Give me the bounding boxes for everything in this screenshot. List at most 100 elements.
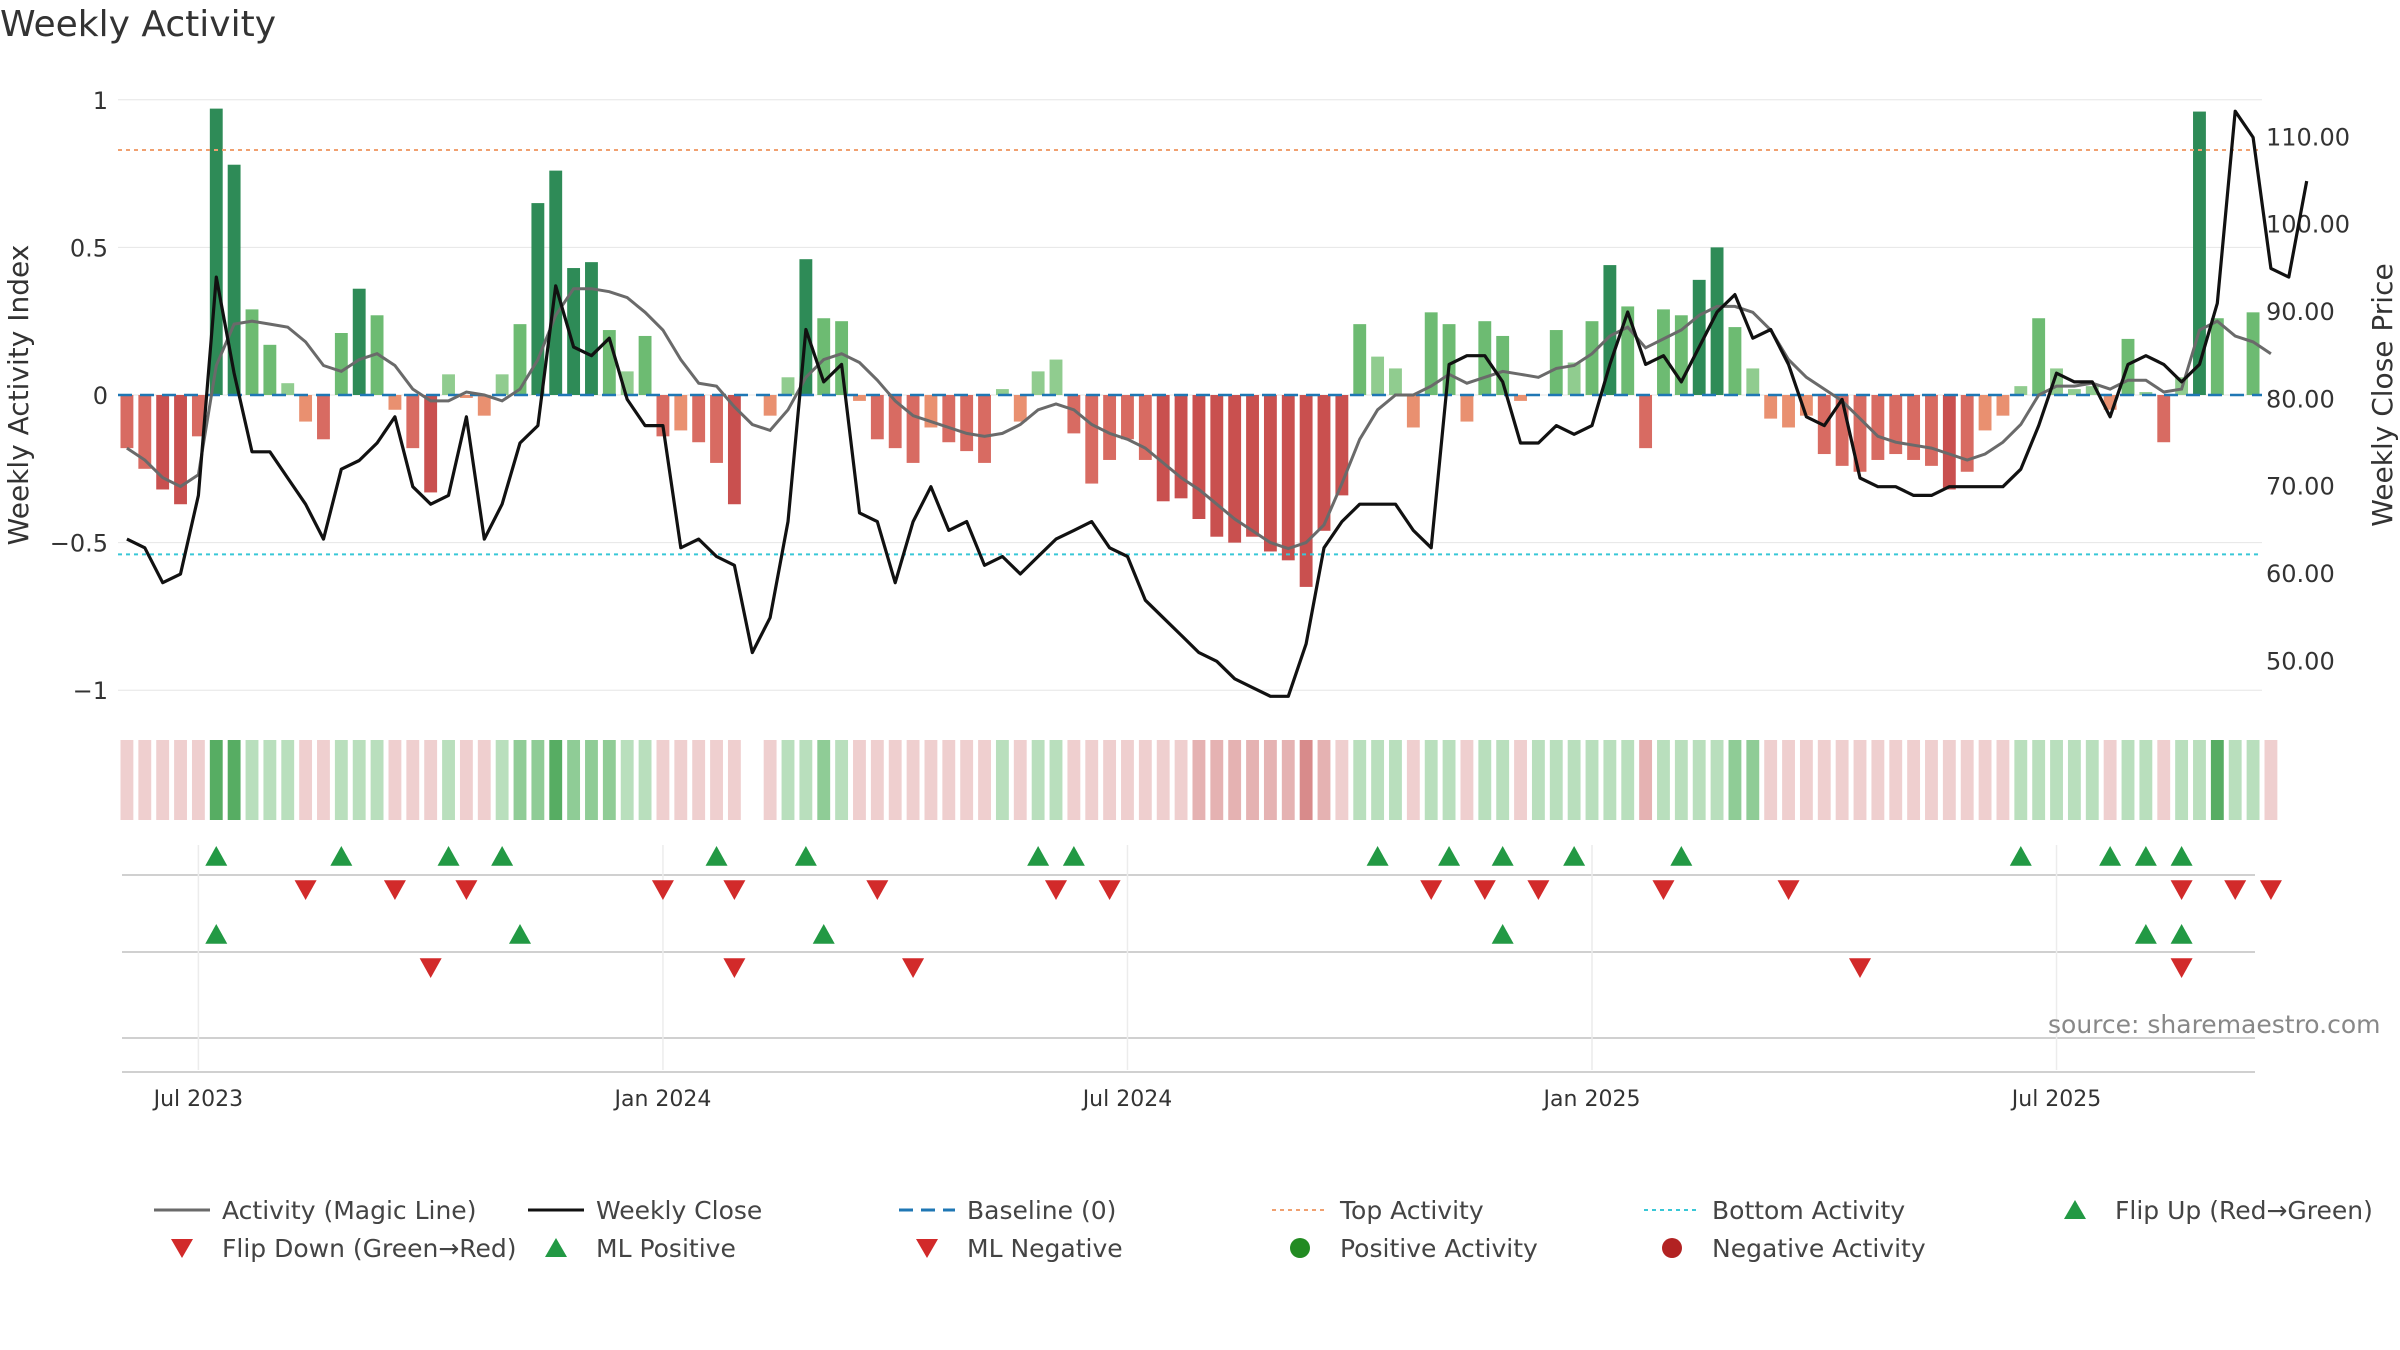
activity-strip-cell: [1210, 740, 1224, 820]
activity-strip-cell: [549, 740, 563, 820]
activity-strip-cell: [227, 740, 241, 820]
activity-strip-cell: [138, 740, 152, 820]
activity-strip-cell: [2246, 740, 2260, 820]
magic-line: [126, 287, 2272, 551]
legend-item-bottom: Bottom Activity: [1640, 1195, 1905, 1225]
activity-strip-cell: [1156, 740, 1170, 820]
activity-bar: [674, 395, 688, 431]
activity-strip-cell: [1907, 740, 1921, 820]
activity-bar: [1710, 247, 1724, 395]
activity-strip-cell: [763, 740, 777, 820]
activity-bar: [763, 395, 777, 416]
activity-bar: [299, 395, 313, 422]
activity-strip-cell: [442, 740, 455, 820]
activity-strip-cell: [2228, 740, 2242, 820]
activity-strip-cell: [317, 740, 330, 820]
ml-positive-marker: [205, 924, 228, 944]
pos-dot-legend-icon: [1290, 1238, 1310, 1258]
flip-down-marker: [723, 880, 746, 900]
flip-up-marker: [1670, 846, 1693, 866]
legend-label: ML Negative: [967, 1233, 1123, 1263]
activity-bar: [2210, 318, 2224, 395]
activity-bar: [120, 395, 134, 449]
y-tick-label: 0: [93, 382, 108, 410]
weekly-close-line: [126, 109, 2309, 698]
activity-strip-cell: [1960, 740, 1974, 820]
ml-negative-marker: [2170, 958, 2193, 978]
activity-strip-cell: [2032, 740, 2046, 820]
activity-strip-cell: [334, 740, 348, 820]
legend-label: Negative Activity: [1712, 1233, 1926, 1263]
legend-label: Bottom Activity: [1712, 1195, 1906, 1225]
activity-bar: [978, 395, 991, 463]
activity-strip-cell: [1353, 740, 1367, 820]
activity-bar: [1603, 265, 1617, 395]
flip-down-marker: [866, 880, 889, 900]
activity-strip-cell: [1049, 740, 1063, 820]
activity-bar: [1567, 362, 1581, 395]
activity-strip-cell: [1728, 740, 1742, 820]
activity-strip-cell: [1281, 740, 1295, 820]
activity-strip-cell: [1746, 740, 1760, 820]
activity-bar: [317, 395, 330, 440]
activity-strip-cell: [1889, 740, 1903, 820]
activity-strip-cell: [799, 740, 813, 820]
legend-item-magic: Activity (Magic Line): [150, 1195, 476, 1225]
legend-item-ml-negative: ML Negative: [895, 1233, 1123, 1263]
activity-strip-cell: [567, 740, 581, 820]
activity-bar: [2193, 111, 2206, 396]
flip-down-marker: [2170, 880, 2193, 900]
activity-strip-cell: [978, 740, 991, 820]
activity-strip-cell: [1299, 740, 1313, 820]
activity-strip-cell: [727, 740, 741, 820]
activity-strip-cell: [1103, 740, 1117, 820]
activity-bar: [424, 395, 438, 493]
activity-strip-cell: [924, 740, 938, 820]
ml-negative-marker: [419, 958, 442, 978]
x-tick-label: Jul 2023: [152, 1087, 244, 1112]
activity-bar: [2032, 318, 2046, 395]
activity-bar: [227, 164, 241, 395]
activity-bar: [406, 395, 420, 449]
activity-strip-cell: [960, 740, 974, 820]
activity-bar: [567, 268, 581, 395]
activity-bar: [2246, 312, 2260, 395]
activity-bar: [853, 395, 866, 401]
activity-bar: [281, 383, 295, 395]
activity-bar: [1692, 279, 1706, 395]
ml-positive-marker: [812, 924, 835, 944]
activity-bar: [1907, 395, 1921, 460]
legend-label: Activity (Magic Line): [222, 1195, 477, 1225]
activity-strip-cell: [2085, 740, 2099, 820]
activity-bar: [1281, 395, 1295, 561]
activity-bar: [156, 395, 170, 490]
activity-strip-cell: [2264, 740, 2278, 820]
activity-strip-cell: [674, 740, 688, 820]
activity-strip-cell: [477, 740, 491, 820]
activity-bar: [727, 395, 741, 505]
y-axis-label: Weekly Activity Index: [2, 245, 35, 546]
activity-strip-cell: [2157, 740, 2171, 820]
flip-down-legend-icon: [171, 1239, 193, 1258]
activity-bar: [1960, 395, 1974, 472]
activity-strip-cell: [299, 740, 313, 820]
activity-strip-cell: [1710, 740, 1724, 820]
activity-bar: [1406, 395, 1420, 428]
activity-strip-cell: [656, 740, 670, 820]
activity-strip-cell: [156, 740, 170, 820]
y2-tick-label: 80.00: [2266, 385, 2335, 413]
y-tick-label: 0.5: [70, 234, 108, 262]
activity-strip-cell: [352, 740, 366, 820]
y2-tick-label: 70.00: [2266, 473, 2335, 501]
activity-strip-cell: [191, 740, 205, 820]
activity-strip-cell: [1317, 740, 1331, 820]
activity-bar: [1657, 309, 1670, 395]
activity-strip-cell: [1424, 740, 1438, 820]
activity-strip-cell: [853, 740, 866, 820]
activity-strip-cell: [692, 740, 706, 820]
activity-strip-cell: [1013, 740, 1027, 820]
activity-strip-cell: [620, 740, 634, 820]
activity-bar: [513, 324, 527, 395]
activity-strip-cell: [638, 740, 652, 820]
activity-bar: [1728, 327, 1742, 395]
